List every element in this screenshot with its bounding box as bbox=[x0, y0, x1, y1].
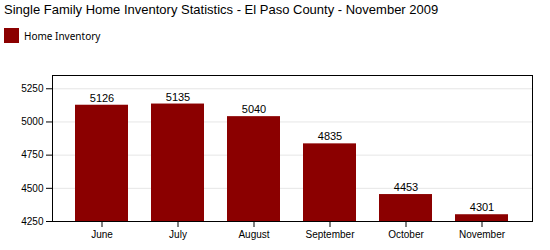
svg-text:September: September bbox=[306, 229, 356, 240]
svg-text:October: October bbox=[388, 229, 424, 240]
svg-text:4453: 4453 bbox=[394, 181, 418, 193]
svg-text:5135: 5135 bbox=[166, 91, 190, 103]
html-text:Single Family Home Inventory S: Single Family Home Inventory Statistics … bbox=[4, 2, 439, 17]
html-text:Home Inventory: Home Inventory bbox=[24, 28, 101, 43]
svg-text:July: July bbox=[169, 229, 187, 240]
svg-text:November: November bbox=[459, 229, 506, 240]
svg-text:June: June bbox=[91, 229, 113, 240]
svg-text:August: August bbox=[238, 229, 269, 240]
svg-text:5126: 5126 bbox=[90, 92, 114, 104]
svg-text:5250: 5250 bbox=[21, 83, 44, 94]
svg-text:4301: 4301 bbox=[470, 201, 494, 213]
svg-text:4750: 4750 bbox=[21, 149, 44, 160]
svg-text:4500: 4500 bbox=[21, 183, 44, 194]
svg-text:4835: 4835 bbox=[318, 130, 342, 142]
svg-text:5000: 5000 bbox=[21, 116, 44, 127]
svg-text:5040: 5040 bbox=[242, 103, 266, 115]
svg-text:4250: 4250 bbox=[21, 216, 44, 227]
